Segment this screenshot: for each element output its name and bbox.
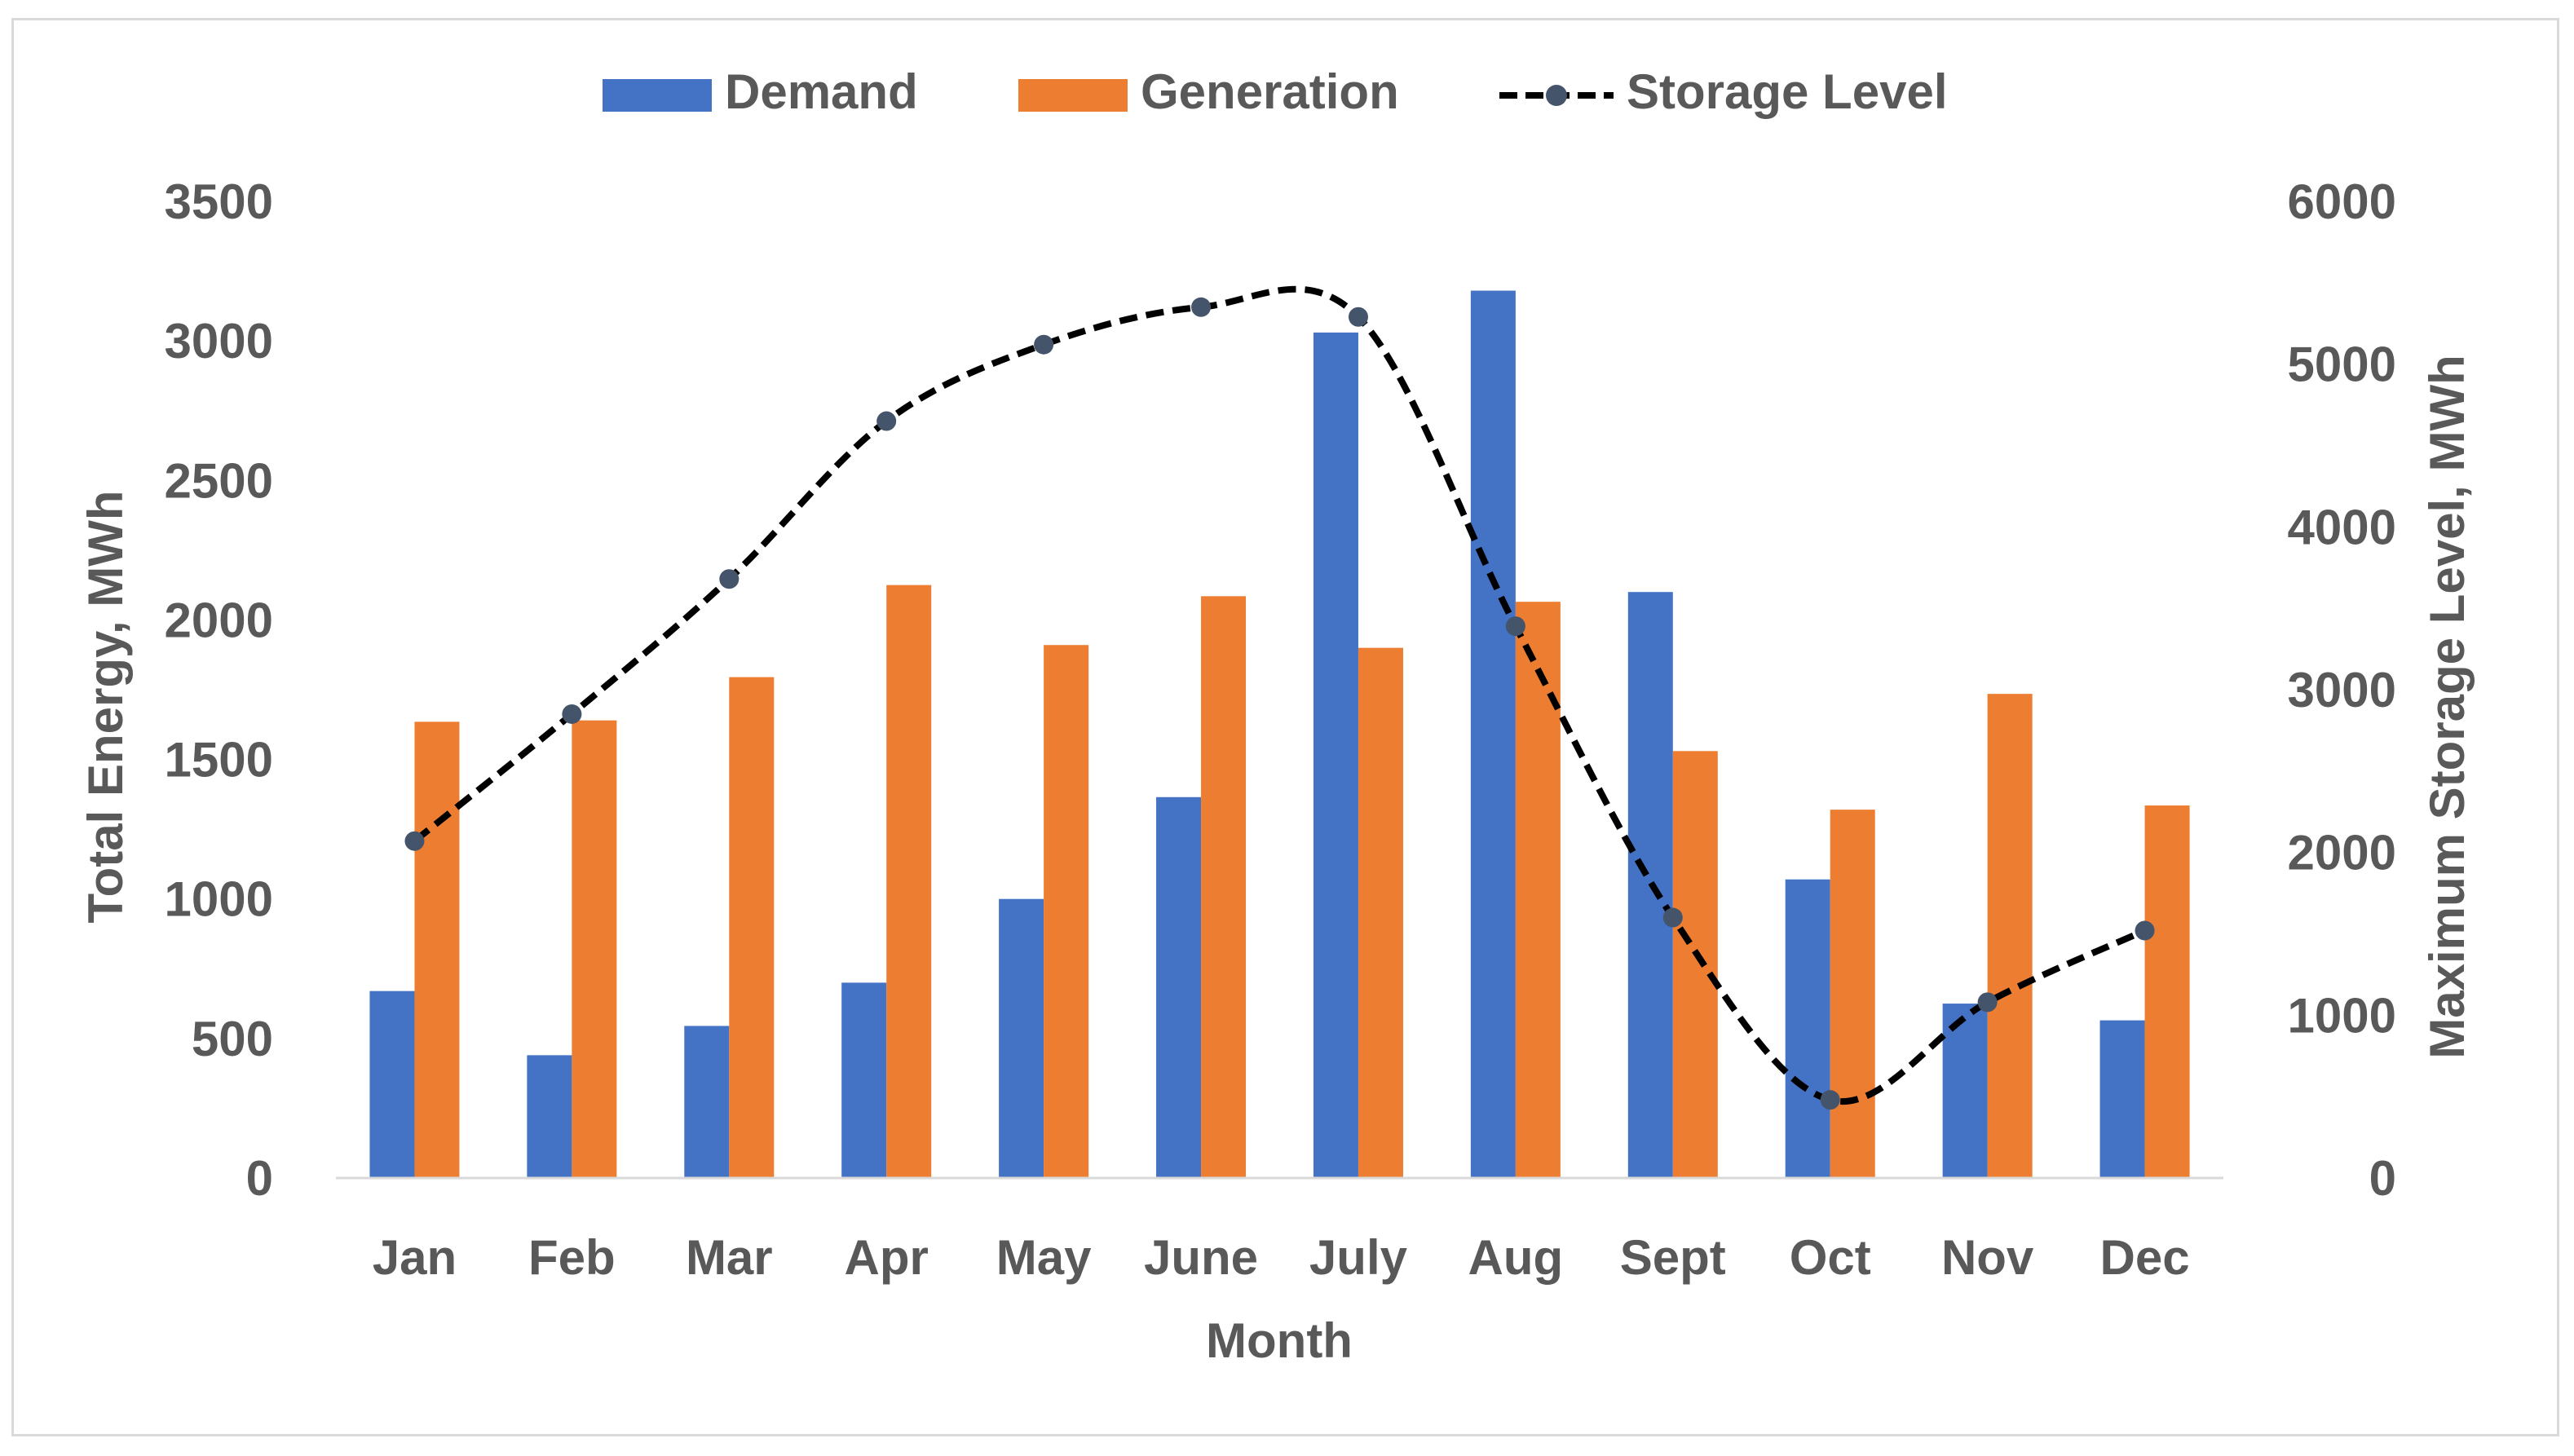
- y-axis-ticks: 0 500 1000 1500 2000 2500 3000 3500: [165, 174, 273, 1206]
- bar-generation: [414, 721, 460, 1178]
- bar-generation: [1201, 596, 1247, 1178]
- x-tick-label: May: [996, 1230, 1092, 1285]
- storage-level-line: [412, 285, 2147, 1105]
- x-tick-label: Aug: [1468, 1230, 1564, 1285]
- x-tick-label: July: [1309, 1230, 1408, 1285]
- bar-demand: [527, 1055, 572, 1178]
- bar-generation: [1515, 602, 1561, 1178]
- y-tick-label: 3000: [165, 314, 273, 368]
- x-axis-title: Month: [1206, 1313, 1353, 1368]
- legend-label-demand: Demand: [725, 64, 918, 119]
- storage-level-point: [562, 704, 582, 724]
- bar-demand: [841, 982, 887, 1178]
- legend-swatch-demand: [603, 79, 712, 112]
- x-tick-label: Feb: [528, 1230, 616, 1285]
- line-series: [404, 285, 2155, 1110]
- y2-tick-label: 0: [2369, 1151, 2396, 1206]
- x-tick-label: Sept: [1620, 1230, 1726, 1285]
- bar-demand: [999, 898, 1044, 1178]
- y2-tick-label: 6000: [2288, 174, 2396, 229]
- bar-demand: [2099, 1020, 2145, 1178]
- bars: [369, 290, 2190, 1179]
- bar-generation: [572, 720, 617, 1178]
- x-tick-label: Jan: [373, 1230, 457, 1285]
- storage-level-point: [1348, 307, 1368, 327]
- y-tick-label: 3500: [165, 174, 273, 229]
- legend-marker-storage-level: [1546, 85, 1567, 106]
- y-tick-label: 2000: [165, 593, 273, 647]
- storage-level-point: [1662, 907, 1683, 928]
- y-tick-label: 2500: [165, 453, 273, 508]
- x-tick-label: Nov: [1941, 1230, 2034, 1285]
- y-axis-title: Total Energy, MWh: [78, 490, 133, 923]
- y2-axis-title: Maximum Storage Level, MWh: [2420, 355, 2475, 1059]
- bar-demand: [1785, 879, 1830, 1178]
- y-tick-label: 500: [192, 1012, 273, 1066]
- bar-generation: [1830, 810, 1875, 1178]
- storage-level-point: [1820, 1090, 1840, 1110]
- bar-demand: [369, 991, 415, 1178]
- storage-level-point: [2135, 920, 2155, 941]
- x-tick-label: Mar: [686, 1230, 773, 1285]
- legend-label-storage-level: Storage Level: [1627, 64, 1948, 119]
- y2-tick-label: 1000: [2288, 988, 2396, 1043]
- bar-demand: [1470, 290, 1516, 1178]
- storage-level-point: [1505, 616, 1525, 637]
- chart-svg: Demand Generation Storage Level 0 500 1000…: [78, 64, 2475, 1368]
- bar-demand: [1313, 332, 1358, 1179]
- y2-tick-label: 3000: [2288, 663, 2396, 717]
- bar-demand: [684, 1026, 730, 1178]
- y2-tick-label: 5000: [2288, 338, 2396, 392]
- x-tick-label: Dec: [2100, 1230, 2190, 1285]
- y-tick-label: 0: [246, 1151, 273, 1206]
- x-tick-label: Apr: [845, 1230, 929, 1285]
- chart-frame: Demand Generation Storage Level 0 500 1000…: [11, 18, 2559, 1436]
- x-tick-label: Oct: [1790, 1230, 1871, 1285]
- y2-tick-label: 4000: [2288, 500, 2396, 554]
- y2-tick-label: 2000: [2288, 826, 2396, 880]
- storage-level-point: [404, 831, 425, 851]
- legend: Demand Generation Storage Level: [603, 64, 1948, 119]
- bar-generation: [1044, 645, 1089, 1178]
- storage-level-point: [1034, 334, 1054, 355]
- storage-level-point: [876, 411, 897, 431]
- y2-axis-ticks: 0 1000 2000 3000 4000 5000 6000: [2288, 174, 2396, 1206]
- storage-level-point: [719, 569, 740, 589]
- storage-level-point: [1977, 992, 1998, 1013]
- bar-demand: [1156, 796, 1202, 1178]
- bar-generation: [1672, 751, 1718, 1178]
- y-tick-label: 1000: [165, 872, 273, 927]
- x-axis-ticks: Jan Feb Mar Apr May June July Aug Sept Oct Nov Dec: [373, 1230, 2190, 1285]
- bar-generation: [729, 677, 775, 1178]
- y-tick-label: 1500: [165, 733, 273, 788]
- bar-generation: [886, 585, 932, 1178]
- bar-generation: [1987, 694, 2033, 1178]
- storage-level-point: [1191, 297, 1212, 317]
- bar-generation: [2144, 805, 2190, 1178]
- legend-swatch-generation: [1018, 79, 1128, 112]
- legend-label-generation: Generation: [1141, 64, 1399, 119]
- x-tick-label: June: [1144, 1230, 1258, 1285]
- bar-generation: [1358, 647, 1403, 1178]
- bar-demand: [1942, 1004, 1988, 1178]
